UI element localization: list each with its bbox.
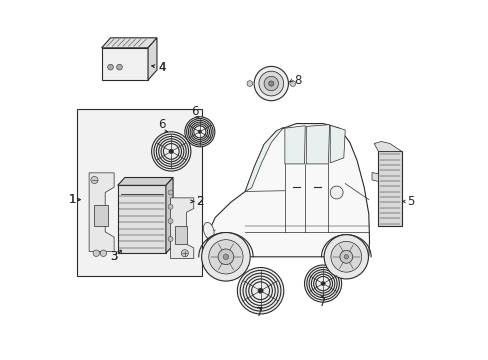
Circle shape: [93, 250, 99, 256]
Circle shape: [168, 190, 173, 195]
Circle shape: [289, 81, 295, 86]
Bar: [175, 226, 187, 244]
Polygon shape: [371, 172, 378, 181]
Circle shape: [344, 255, 348, 259]
Circle shape: [168, 204, 173, 209]
Text: 1: 1: [68, 193, 76, 206]
Circle shape: [324, 235, 367, 279]
Circle shape: [100, 250, 106, 256]
Polygon shape: [373, 141, 401, 152]
Circle shape: [330, 242, 361, 272]
Polygon shape: [148, 38, 157, 80]
Text: 2: 2: [196, 195, 203, 208]
Circle shape: [201, 233, 250, 281]
Bar: [378, 152, 401, 226]
Circle shape: [208, 240, 243, 274]
Text: 4: 4: [158, 61, 166, 74]
Text: 3: 3: [110, 250, 118, 263]
Circle shape: [168, 219, 173, 224]
Circle shape: [168, 237, 173, 242]
Bar: [118, 185, 165, 253]
Polygon shape: [102, 38, 157, 48]
Polygon shape: [305, 125, 329, 164]
Polygon shape: [165, 177, 173, 253]
Circle shape: [91, 176, 98, 184]
Circle shape: [168, 149, 173, 154]
Text: 1: 1: [68, 193, 76, 206]
Text: 7: 7: [256, 306, 263, 319]
Circle shape: [107, 64, 113, 70]
Polygon shape: [89, 173, 114, 251]
Circle shape: [339, 250, 352, 263]
Circle shape: [184, 117, 214, 147]
Circle shape: [151, 132, 190, 171]
Text: 6: 6: [191, 105, 199, 118]
Circle shape: [257, 288, 263, 293]
Bar: [94, 205, 108, 226]
Polygon shape: [118, 177, 173, 185]
Text: 2: 2: [196, 195, 203, 208]
Polygon shape: [170, 198, 193, 258]
Ellipse shape: [203, 222, 214, 239]
Bar: [102, 48, 148, 80]
Circle shape: [246, 81, 252, 86]
Polygon shape: [244, 127, 283, 192]
Polygon shape: [285, 126, 305, 164]
Text: 8: 8: [294, 74, 301, 87]
Circle shape: [218, 249, 233, 265]
Polygon shape: [203, 123, 369, 257]
Text: 6: 6: [158, 118, 166, 131]
Circle shape: [198, 130, 201, 134]
Text: 5: 5: [406, 195, 413, 208]
Circle shape: [223, 254, 228, 260]
Text: 7: 7: [318, 296, 325, 309]
Circle shape: [116, 64, 122, 70]
Circle shape: [254, 66, 288, 101]
Text: 4: 4: [158, 61, 166, 74]
Circle shape: [259, 71, 283, 96]
Circle shape: [237, 267, 283, 314]
Circle shape: [304, 265, 341, 302]
Circle shape: [329, 186, 343, 199]
Circle shape: [181, 249, 188, 257]
Bar: [77, 109, 201, 276]
Circle shape: [268, 81, 273, 86]
Polygon shape: [329, 125, 345, 163]
Text: 3: 3: [110, 250, 118, 263]
Circle shape: [320, 282, 325, 286]
Circle shape: [264, 76, 278, 91]
